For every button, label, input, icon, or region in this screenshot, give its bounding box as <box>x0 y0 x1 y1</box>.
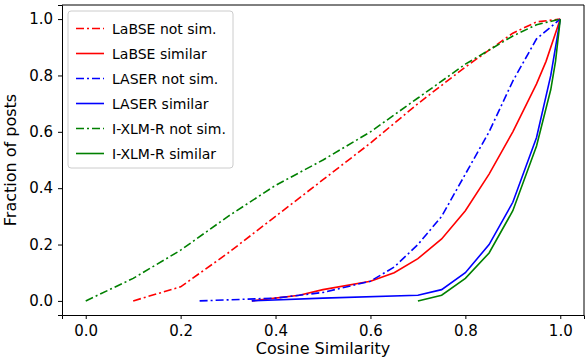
chart-container: 0.0 0.2 0.4 0.6 0.8 1.0 0.0 0.2 0.4 0.6 0.8 1.0 LaBS… <box>0 0 586 358</box>
frame <box>584 5 585 315</box>
tick-label: 0.0 <box>29 292 53 310</box>
plot-area: 0.0 0.2 0.4 0.6 0.8 1.0 0.0 0.2 0.4 0.6 0.8 1.0 LaBS… <box>29 5 584 340</box>
tick: 0.4 <box>264 315 288 340</box>
tick-mark <box>276 315 277 319</box>
tick: 0.8 <box>454 315 478 340</box>
chart-svg: 0.0 0.2 0.4 0.6 0.8 1.0 0.0 0.2 0.4 0.6 0.8 1.0 LaBS… <box>0 0 586 358</box>
tick-label: 0.4 <box>264 322 288 340</box>
tick-mark <box>58 75 62 76</box>
tick: 0.4 <box>29 179 62 197</box>
legend: LaBSE not sim. LaBSE similar LASER not sim… <box>68 11 233 168</box>
legend-label: I-XLM-R not sim. <box>112 121 226 137</box>
tick: 1.0 <box>29 10 62 28</box>
tick-mark <box>181 315 182 319</box>
legend-swatch <box>76 103 104 105</box>
axis-line <box>58 6 63 316</box>
series-line <box>418 19 560 301</box>
tick-mark <box>58 245 62 246</box>
legend-swatch <box>76 128 104 130</box>
tick-label: 0.8 <box>29 67 53 85</box>
tick-label: 0.0 <box>74 322 98 340</box>
tick-mark <box>58 132 62 133</box>
legend-label: LaBSE similar <box>112 46 207 62</box>
tick: 0.6 <box>359 315 383 340</box>
legend-swatch <box>76 153 104 155</box>
tick: 0.0 <box>74 315 98 340</box>
legend-swatch <box>76 28 104 30</box>
tick-label: 1.0 <box>29 10 53 28</box>
tick-label: 0.2 <box>29 236 53 254</box>
tick-label: 0.4 <box>29 179 53 197</box>
tick: 0.0 <box>29 292 62 310</box>
series-line <box>86 19 561 301</box>
tick: 0.8 <box>29 67 62 85</box>
tick: 1.0 <box>549 315 573 340</box>
y-axis: 0.0 0.2 0.4 0.6 0.8 1.0 <box>29 6 62 316</box>
tick-mark <box>465 315 466 319</box>
y-axis-title: Fraction of posts <box>1 94 20 226</box>
legend-label: LASER not sim. <box>112 71 218 87</box>
tick-label: 0.6 <box>359 322 383 340</box>
legend-swatch <box>76 78 104 80</box>
tick-label: 0.6 <box>29 123 53 141</box>
series-line <box>252 19 560 301</box>
tick-mark <box>58 19 62 20</box>
series-line <box>252 19 560 301</box>
legend-box <box>68 11 233 168</box>
legend-swatch <box>76 53 104 55</box>
tick-mark <box>58 301 62 302</box>
legend-label: LASER similar <box>112 96 209 112</box>
tick: 0.6 <box>29 123 62 141</box>
tick-label: 0.2 <box>169 322 193 340</box>
x-axis: 0.0 0.2 0.4 0.6 0.8 1.0 <box>63 315 585 340</box>
tick-mark <box>86 315 87 319</box>
tick: 0.2 <box>169 315 193 340</box>
axis-line <box>63 316 585 320</box>
tick-mark <box>560 315 561 319</box>
legend-label: LaBSE not sim. <box>112 21 217 37</box>
tick: 0.2 <box>29 236 62 254</box>
tick-mark <box>370 315 371 319</box>
tick-mark <box>58 188 62 189</box>
x-axis-title: Cosine Similarity <box>256 339 390 358</box>
series-line <box>200 19 561 301</box>
tick-label: 1.0 <box>549 322 573 340</box>
series-group <box>86 19 561 301</box>
legend-label: I-XLM-R similar <box>112 146 216 162</box>
tick-label: 0.8 <box>454 322 478 340</box>
frame <box>62 5 584 6</box>
